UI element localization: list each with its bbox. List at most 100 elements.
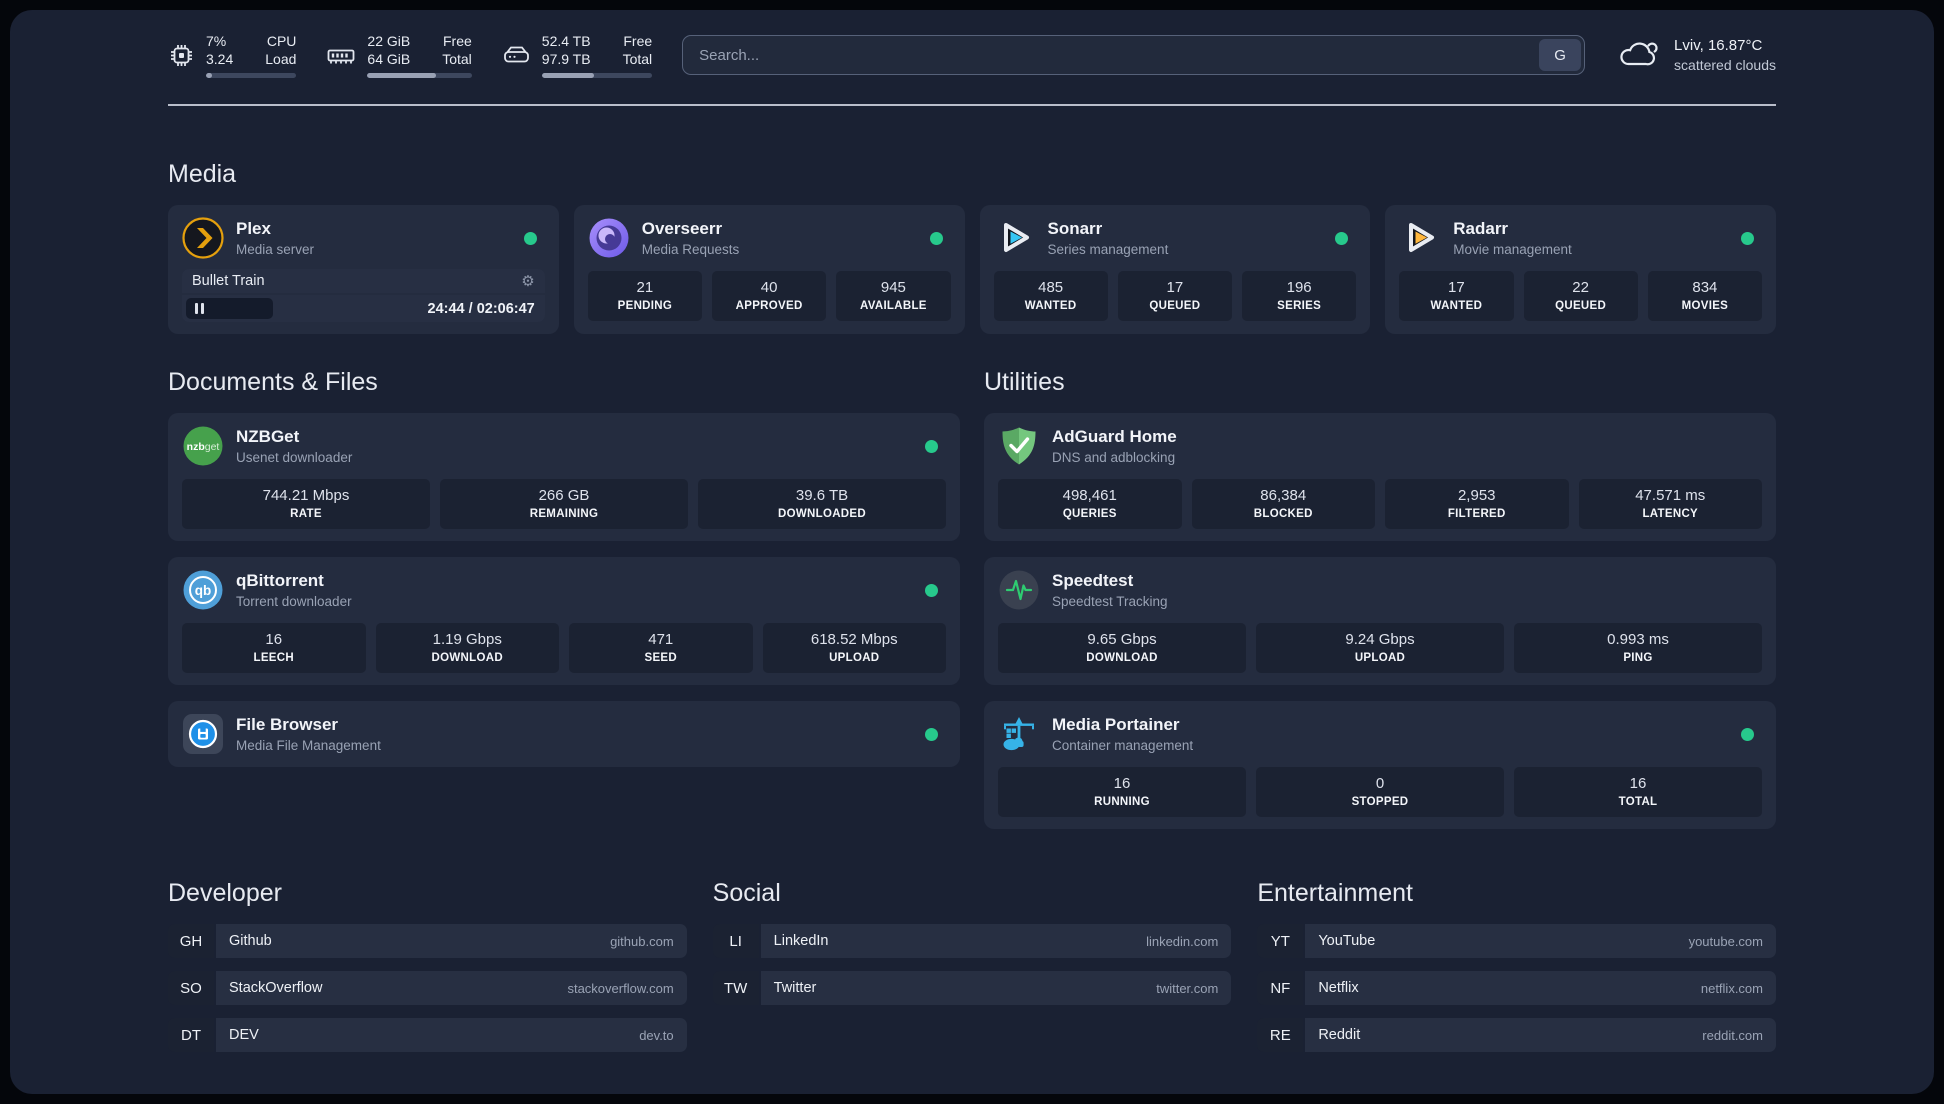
stat-upload: 618.52 Mbps UPLOAD (762, 623, 946, 674)
section-utilities: Utilities (984, 368, 1776, 830)
card-nzbget[interactable]: nzbget NZBGet Usenet downloader 744.21 M… (168, 413, 960, 542)
bookmark-youtube[interactable]: YT YouTube youtube.com (1257, 924, 1776, 959)
social-section-title: Social (712, 879, 781, 908)
system-stats: 7% 3.24 CPU Load (168, 32, 653, 79)
search-engine-button[interactable]: G (1539, 39, 1582, 72)
memory-widget: 22 GiB 64 GiB Free Total (326, 32, 472, 79)
stat-wanted: 485 WANTED (993, 271, 1108, 322)
stat-queued: 17 QUEUED (1117, 271, 1232, 322)
pause-button[interactable] (186, 298, 274, 320)
bookmarks-developer: Developer GH Github github.com SO StackO… (168, 879, 687, 1065)
bookmark-linkedin[interactable]: LI LinkedIn linkedin.com (712, 924, 1232, 959)
status-dot (1741, 231, 1754, 245)
stat-wanted: 17 WANTED (1399, 271, 1514, 322)
bookmark-url: netflix.com (1700, 980, 1763, 996)
status-dot (1335, 231, 1349, 245)
status-dot (523, 231, 537, 245)
bookmark-url: youtube.com (1688, 933, 1763, 949)
card-qbittorrent[interactable]: qb qBittorrent Torrent downloader 16 LEE… (168, 557, 960, 686)
svg-text:nzbget: nzbget (187, 441, 220, 453)
settings-gear-icon[interactable]: ⚙ (521, 272, 535, 290)
disk-icon (502, 42, 531, 69)
card-adguard[interactable]: AdGuard Home DNS and adblocking 498,461 … (984, 413, 1776, 542)
app-title: File Browser (236, 715, 339, 735)
card-plex[interactable]: Plex Media server Bullet Train ⚙ 24:44 (168, 205, 559, 335)
app-title: qBittorrent (236, 571, 324, 591)
memory-total-label: Total (442, 51, 472, 68)
bookmark-name: Reddit (1318, 1027, 1361, 1044)
svg-text:qb: qb (195, 583, 212, 598)
memory-progress-fill (367, 73, 437, 79)
sonarr-icon (994, 217, 1036, 259)
bookmark-reddit[interactable]: RE Reddit reddit.com (1257, 1018, 1776, 1053)
app-subtitle: Media server (236, 242, 315, 258)
bookmark-github[interactable]: GH Github github.com (168, 924, 687, 959)
media-section-title: Media (168, 160, 237, 189)
card-filebrowser[interactable]: File Browser Media File Management (168, 701, 960, 768)
card-radarr[interactable]: Radarr Movie management 17 WANTED 22 QUE… (1385, 205, 1776, 335)
weather-location: Lviv, 16.87°C (1674, 36, 1763, 54)
status-dot (925, 727, 938, 741)
search-input[interactable] (682, 35, 1586, 76)
bookmark-dev[interactable]: DT DEV dev.to (168, 1018, 687, 1053)
app-subtitle: Usenet downloader (236, 450, 353, 466)
card-sonarr[interactable]: Sonarr Series management 485 WANTED 17 Q… (979, 205, 1371, 335)
plex-icon (182, 217, 224, 259)
app-subtitle: Media File Management (236, 738, 381, 754)
section-documents: Documents & Files nzbget NZBGet U (168, 368, 960, 768)
utilities-section-title: Utilities (984, 368, 1065, 397)
bookmark-name: Netflix (1318, 980, 1359, 997)
bookmark-url: linkedin.com (1146, 933, 1219, 949)
memory-total: 64 GiB (367, 51, 411, 68)
speedtest-icon (998, 569, 1040, 611)
memory-free-label: Free (443, 33, 472, 49)
card-portainer[interactable]: Media Portainer Container management 16 … (984, 701, 1776, 830)
app-title: Sonarr (1047, 219, 1103, 239)
weather-widget: Lviv, 16.87°C scattered clouds (1615, 35, 1776, 76)
stat-series: 196 SERIES (1242, 271, 1357, 322)
header-divider (168, 104, 1776, 107)
app-title: Radarr (1453, 219, 1509, 239)
cpu-progress-fill (206, 73, 213, 79)
stat-seed: 471 SEED (569, 623, 753, 674)
app-subtitle: Container management (1052, 738, 1194, 754)
bookmark-stackoverflow[interactable]: SO StackOverflow stackoverflow.com (168, 971, 687, 1006)
bookmark-abbr: YT (1257, 924, 1304, 959)
bookmark-name: YouTube (1318, 933, 1376, 950)
stat-total: 16 TOTAL (1514, 767, 1762, 818)
weather-condition: scattered clouds (1674, 56, 1776, 73)
bookmark-abbr: DT (168, 1018, 214, 1053)
app-subtitle: DNS and adblocking (1052, 450, 1176, 466)
card-overseerr[interactable]: Overseerr Media Requests 21 PENDING 40 A… (573, 205, 965, 335)
cpu-label: CPU (266, 33, 297, 49)
overseerr-icon (588, 217, 630, 259)
stat-blocked: 86,384 BLOCKED (1191, 479, 1375, 530)
stat-download: 9.65 Gbps DOWNLOAD (998, 623, 1246, 674)
search-bar: G (682, 35, 1586, 76)
stat-filtered: 2,953 FILTERED (1385, 479, 1569, 530)
stat-queries: 498,461 QUERIES (998, 479, 1182, 530)
bookmark-abbr: NF (1257, 971, 1304, 1006)
cpu-icon (168, 42, 195, 69)
bookmark-url: stackoverflow.com (567, 980, 674, 996)
stat-remaining: 266 GB REMAINING (440, 479, 688, 530)
memory-icon (326, 42, 356, 69)
stat-latency: 47.571 ms LATENCY (1578, 479, 1762, 530)
playback-progress-bar[interactable]: 24:44 / 02:06:47 (182, 295, 545, 323)
card-speedtest[interactable]: Speedtest Speedtest Tracking 9.65 Gbps D… (984, 557, 1776, 686)
disk-progress-fill (541, 73, 594, 79)
app-title: Media Portainer (1052, 715, 1180, 735)
app-subtitle: Movie management (1453, 242, 1572, 258)
bookmark-netflix[interactable]: NF Netflix netflix.com (1257, 971, 1776, 1006)
bookmark-name: StackOverflow (229, 980, 323, 997)
disk-widget: 52.4 TB 97.9 TB Free Total (502, 32, 653, 79)
pause-icon (195, 303, 204, 315)
status-dot (1741, 727, 1754, 741)
stat-upload: 9.24 Gbps UPLOAD (1256, 623, 1504, 674)
bookmarks-social: Social LI LinkedIn linkedin.com TW Twitt… (712, 879, 1232, 1018)
cpu-load: 3.24 (206, 51, 234, 68)
bookmark-twitter[interactable]: TW Twitter twitter.com (712, 971, 1232, 1006)
stat-approved: 40 APPROVED (712, 271, 827, 322)
scattered-clouds-icon (1615, 35, 1661, 76)
